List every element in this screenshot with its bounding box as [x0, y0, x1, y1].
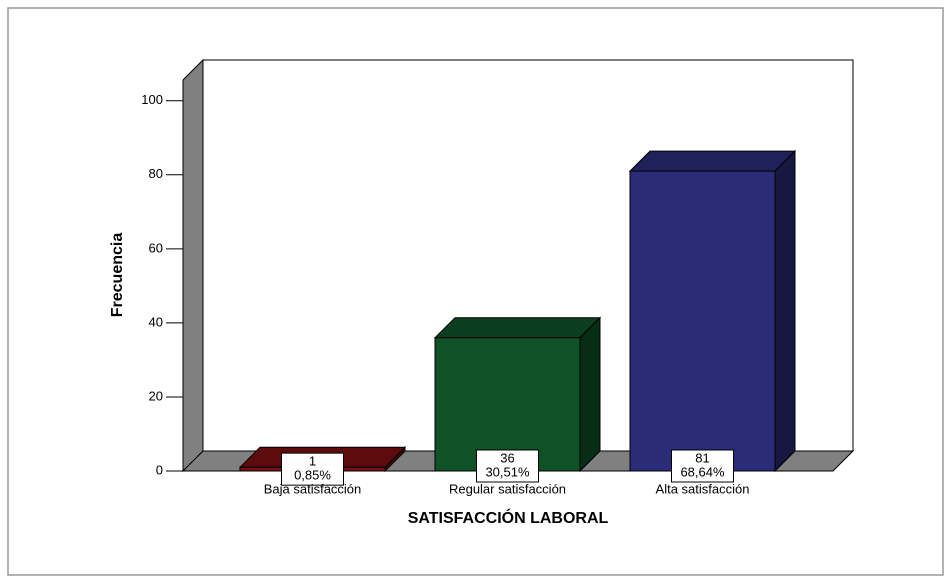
y-tick-label: 40 [149, 314, 163, 329]
y-tick-label: 60 [149, 240, 163, 255]
side-wall [182, 58, 204, 473]
x-tick-label: Regular satisfacción [449, 481, 566, 496]
data-label-box [671, 449, 734, 483]
bar [629, 170, 776, 472]
y-tick-label: 20 [149, 388, 163, 403]
data-label: 36 [500, 450, 514, 465]
bar-top [433, 317, 602, 339]
data-label: 1 [309, 454, 316, 469]
y-tick-label: 0 [156, 462, 163, 477]
bar-top [628, 150, 797, 172]
bar-side [774, 149, 796, 473]
x-tick-label: Alta satisfacción [656, 481, 750, 496]
y-axis-label: Frecuencia [109, 233, 126, 318]
percent-label: 0,85% [294, 468, 331, 483]
data-label: 81 [695, 450, 709, 465]
y-tick-label: 80 [149, 166, 163, 181]
percent-label: 68,64% [680, 464, 725, 479]
y-tick-label: 100 [141, 92, 163, 107]
x-tick-label: Baja satisfacción [264, 481, 362, 496]
x-axis-label: SATISFACCIÓN LABORAL [408, 508, 609, 527]
bar [434, 337, 581, 472]
data-label-box [281, 452, 344, 486]
data-label-box [476, 449, 539, 483]
percent-label: 30,51% [485, 464, 530, 479]
bar-side [579, 316, 601, 473]
